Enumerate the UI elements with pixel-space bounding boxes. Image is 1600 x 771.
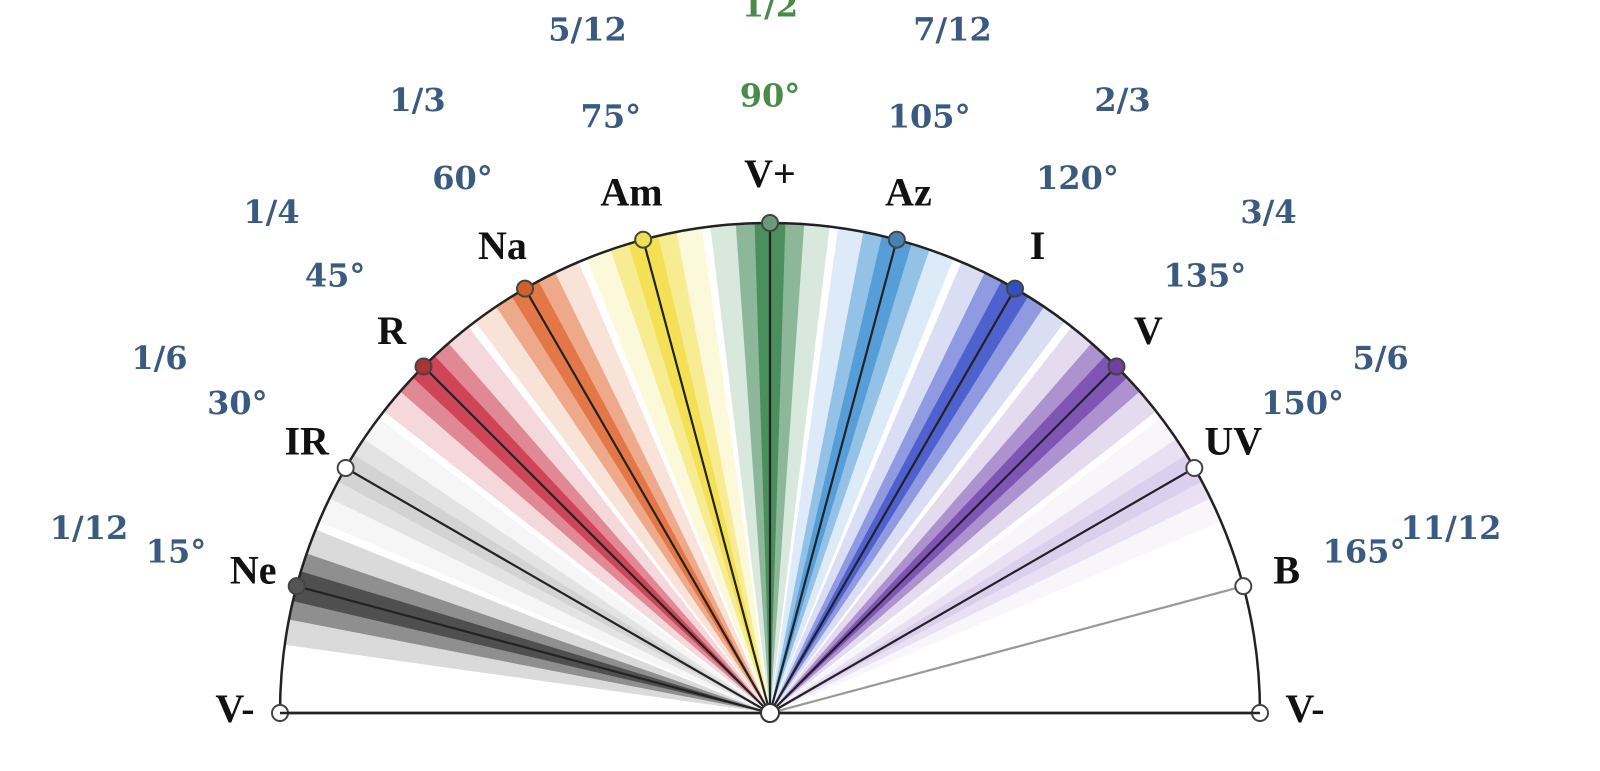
spoke	[422, 365, 771, 714]
color-fan	[770, 438, 1211, 713]
color-fan	[610, 232, 770, 713]
color-fan	[770, 227, 954, 713]
fraction-label: 1/3	[389, 81, 445, 119]
color-fan	[292, 571, 770, 713]
spoke	[345, 467, 771, 714]
node-label: B	[1273, 548, 1300, 593]
node-dot	[287, 577, 306, 596]
spoke	[524, 288, 771, 714]
node-dot	[1006, 279, 1024, 298]
color-fan	[770, 454, 1202, 713]
spoke	[642, 239, 772, 714]
color-fan	[289, 553, 770, 713]
fraction-label: 5/12	[548, 11, 626, 49]
color-fan	[770, 261, 1065, 713]
fraction-label: 5/6	[1352, 339, 1408, 377]
node-dot	[634, 230, 653, 249]
semicircle	[278, 221, 1262, 715]
fraction-label: 2/3	[1094, 81, 1150, 119]
node-label: Ne	[230, 548, 277, 593]
degree-label: 60°	[432, 159, 493, 197]
color-fan	[475, 261, 770, 713]
spoke	[768, 239, 898, 714]
color-fan	[770, 281, 1029, 713]
fraction-label: 11/12	[1401, 509, 1502, 547]
node-dot	[761, 214, 779, 232]
color-fan	[770, 272, 1045, 713]
fraction-label: 1/12	[50, 509, 128, 547]
degree-label: 30°	[207, 384, 268, 422]
center-dot	[760, 703, 780, 723]
node-label: V+	[744, 151, 796, 196]
spoke	[769, 288, 1016, 714]
color-fan	[329, 438, 770, 713]
color-fans	[284, 223, 1222, 714]
degree-label: 75°	[581, 97, 642, 135]
degree-label: 135°	[1163, 257, 1246, 295]
spoke	[296, 585, 771, 715]
spoke	[769, 585, 1244, 715]
degree-label: 15°	[146, 532, 207, 570]
node-label: R	[377, 308, 407, 353]
color-fan	[586, 227, 770, 713]
node-label: V	[1134, 308, 1163, 353]
node-dot	[1234, 577, 1253, 596]
color-fan	[338, 454, 770, 713]
color-fan	[318, 418, 770, 713]
spoke	[769, 365, 1118, 714]
node-label: V-	[1285, 686, 1324, 731]
labels: V- Ne 15° 1/12 IR 30° 1/6 R 45°1/4 Na 60° 1/3 Am 75° 5…	[50, 0, 1502, 731]
color-fan	[770, 418, 1222, 713]
fraction-label: 1/2	[742, 0, 798, 25]
fraction-label: 1/6	[131, 339, 187, 377]
degree-label: 120°	[1036, 159, 1119, 197]
degree-label: 165°	[1323, 532, 1406, 570]
node-label: IR	[284, 419, 330, 464]
fraction-label: 3/4	[1240, 193, 1296, 231]
node-label: Am	[600, 169, 662, 214]
color-fan	[770, 235, 912, 713]
fraction-label: 1/4	[243, 193, 299, 231]
node-dot	[336, 459, 355, 477]
degree-label: 105°	[888, 97, 971, 135]
color-fan	[511, 281, 770, 713]
degree-label: 150°	[1261, 384, 1344, 422]
node-dot	[1185, 459, 1204, 477]
node-dot	[516, 279, 534, 298]
node-label: Na	[478, 223, 527, 268]
node-dot	[414, 357, 433, 376]
node-dot	[887, 230, 906, 249]
spoke	[769, 467, 1195, 714]
color-fan	[628, 235, 770, 713]
color-fan	[495, 272, 770, 713]
node-dot	[1107, 357, 1126, 376]
degree-label: 45°	[305, 257, 366, 295]
color-fan	[770, 232, 930, 713]
color-fan	[284, 529, 770, 713]
fraction-label: 7/12	[913, 11, 991, 49]
node-label: Az	[885, 169, 932, 214]
node-label: V-	[215, 686, 254, 731]
node-label: I	[1030, 223, 1046, 268]
spokes	[271, 214, 1269, 723]
node-label: UV	[1204, 419, 1262, 464]
degree-label: 90°	[740, 77, 801, 115]
